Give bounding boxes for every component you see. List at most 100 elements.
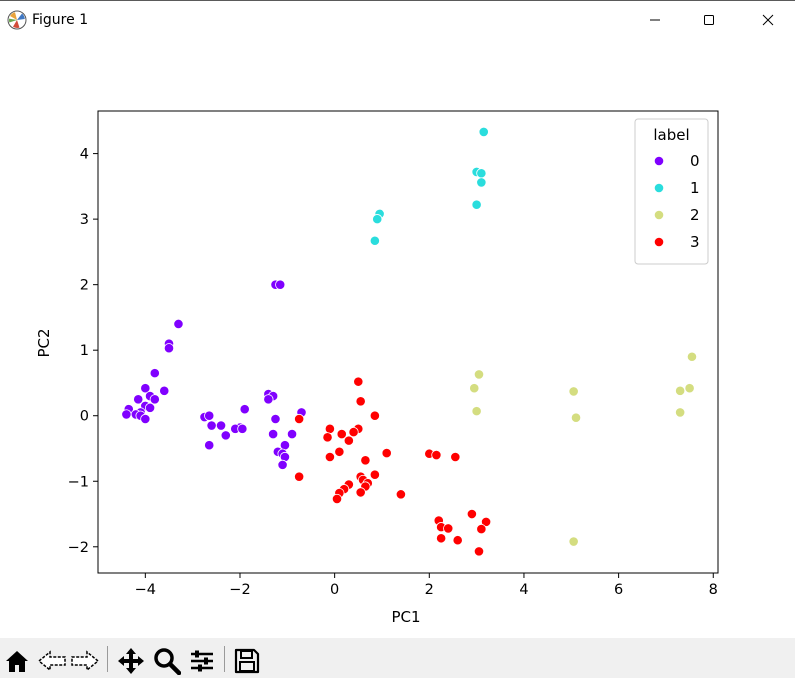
data-point-label-0 [149, 394, 160, 405]
zoom-button[interactable] [152, 646, 182, 676]
y-tick-label: 3 [80, 212, 89, 228]
data-point-label-2 [570, 412, 582, 423]
back-button[interactable] [37, 646, 67, 676]
data-point-label-3 [443, 523, 454, 534]
data-point-label-3 [324, 451, 336, 463]
legend-box [634, 118, 709, 265]
data-point-label-3 [331, 493, 343, 505]
data-point-label-0 [140, 383, 151, 394]
matplotlib-logo-icon [7, 10, 27, 30]
data-point-label-3 [466, 508, 477, 520]
home-icon [6, 651, 28, 672]
y-tick-label: −1 [68, 474, 89, 490]
configure-subplots-button[interactable] [187, 646, 217, 676]
x-axis-label: PC1 [391, 608, 420, 626]
data-point-label-0 [133, 394, 144, 405]
data-point-label-3 [360, 455, 371, 466]
data-point-label-0 [239, 404, 250, 415]
legend-marker-3 [653, 236, 665, 248]
legend-label-3: 3 [690, 233, 700, 251]
data-point-label-3 [343, 435, 354, 446]
data-point-label-3 [355, 487, 366, 498]
data-point-label-3 [452, 535, 463, 546]
forward-icon [71, 650, 100, 672]
data-point-label-1 [471, 199, 482, 210]
data-point-label-0 [149, 368, 160, 379]
configure-subplots-icon [191, 650, 213, 672]
pan-button[interactable] [116, 646, 146, 676]
data-point-label-0 [163, 343, 175, 354]
data-point-label-0 [204, 440, 215, 451]
x-tick-label: 4 [519, 582, 528, 598]
y-tick-label: 1 [80, 343, 89, 359]
data-point-label-3 [381, 447, 392, 459]
data-point-label-3 [294, 413, 305, 425]
window-title: Figure 1 [32, 12, 89, 28]
data-point-label-1 [476, 177, 487, 188]
data-point-label-2 [469, 383, 480, 394]
y-tick-label: 2 [80, 278, 89, 294]
x-tick-label: 6 [614, 582, 623, 598]
data-point-label-0 [286, 428, 298, 440]
forward-button[interactable] [70, 646, 100, 676]
data-point-label-0 [270, 413, 281, 425]
data-point-label-0 [204, 410, 215, 421]
x-tick-label: 2 [425, 582, 434, 598]
legend-marker-0 [653, 155, 665, 167]
save-button[interactable] [232, 646, 262, 676]
data-point-label-0 [121, 409, 132, 420]
close-button[interactable] [745, 1, 791, 39]
data-point-label-3 [334, 446, 345, 457]
data-point-label-3 [436, 533, 447, 544]
data-point-label-2 [675, 385, 686, 396]
data-point-label-2 [473, 369, 485, 380]
legend-label-1: 1 [690, 179, 700, 197]
y-tick-label: −2 [68, 540, 89, 556]
figure-canvas[interactable]: −4 −2 0 2 4 6 8 −2 −1 0 1 2 3 4 PC1 PC2 label 0 1 2 3 [0, 39, 795, 638]
data-point-label-3 [369, 410, 380, 421]
data-point-label-1 [476, 168, 487, 179]
data-point-label-3 [336, 428, 347, 440]
data-point-label-0 [220, 430, 231, 441]
data-point-label-3 [450, 451, 461, 463]
data-point-label-1 [369, 235, 380, 246]
data-point-label-3 [294, 471, 305, 482]
data-point-label-2 [675, 407, 686, 418]
data-point-label-0 [237, 423, 248, 434]
data-point-label-3 [431, 449, 442, 461]
legend-title: label [653, 126, 689, 144]
zoom-icon [154, 648, 181, 675]
legend-marker-1 [653, 182, 665, 194]
data-point-label-0 [277, 459, 288, 470]
data-point-label-2 [568, 386, 579, 397]
maximize-button[interactable] [686, 1, 732, 39]
legend-label-2: 2 [690, 206, 700, 224]
minimize-button[interactable] [632, 1, 678, 39]
maximize-icon [704, 15, 714, 25]
data-point-label-0 [215, 420, 227, 431]
y-tick-label: 0 [80, 409, 89, 425]
data-point-label-0 [275, 279, 286, 290]
data-point-label-3 [324, 423, 336, 434]
data-point-label-0 [206, 420, 217, 431]
x-tick-label: 8 [709, 582, 718, 598]
navigation-toolbar [0, 638, 795, 678]
data-point-label-3 [395, 489, 407, 500]
toolbar-separator [224, 646, 225, 672]
y-axis-label: PC2 [35, 328, 53, 357]
data-point-label-1 [372, 214, 383, 225]
data-point-label-2 [686, 351, 698, 362]
data-point-label-1 [478, 126, 489, 138]
close-icon [762, 14, 774, 26]
y-tick-label: 4 [80, 147, 89, 163]
data-point-label-2 [684, 383, 695, 394]
x-tick-label: −2 [229, 582, 250, 598]
data-point-label-3 [473, 546, 485, 557]
data-point-label-0 [140, 413, 151, 425]
home-button[interactable] [2, 646, 32, 676]
save-icon [234, 648, 260, 674]
legend-label-0: 0 [690, 152, 700, 170]
legend-marker-2 [653, 209, 665, 221]
data-point-label-3 [476, 523, 487, 535]
